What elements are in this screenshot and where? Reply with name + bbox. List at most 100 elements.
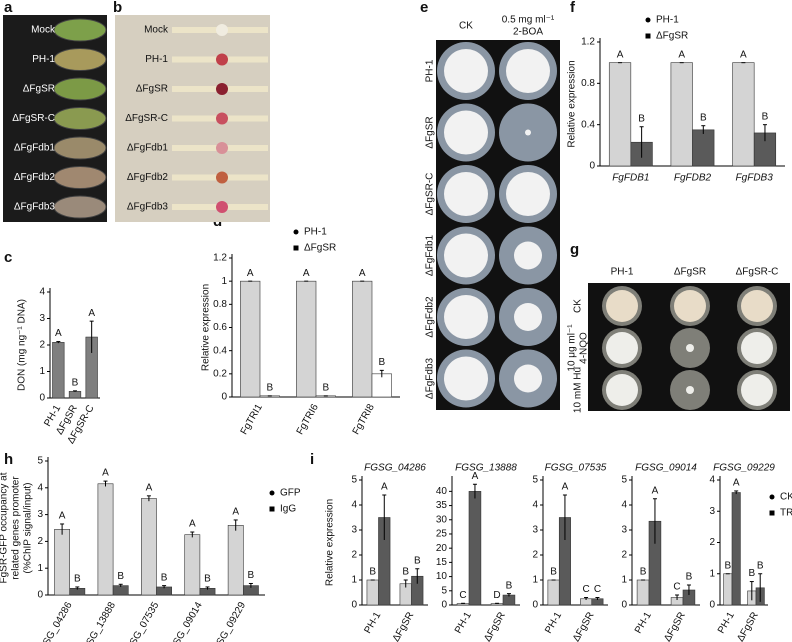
y-tick-label: 2	[709, 537, 715, 548]
colony	[606, 374, 638, 406]
colony	[525, 129, 531, 136]
y-tick-label: 0.6	[213, 322, 227, 333]
colony	[444, 110, 488, 155]
y-tick-label: 2	[37, 536, 43, 547]
x-tick-label: FgTRI1	[239, 402, 265, 437]
legend-label: ΔFgSR	[656, 31, 688, 42]
significance-letter: B	[369, 567, 376, 578]
legend-marker	[645, 33, 651, 39]
panel-letter: f	[570, 0, 576, 16]
row-label: PH-1	[425, 59, 436, 82]
significance-letter: A	[472, 471, 479, 482]
bar	[112, 585, 129, 596]
row-label: PH-1	[145, 54, 168, 65]
colony	[506, 172, 550, 216]
colony	[444, 172, 488, 216]
significance-letter: A	[652, 485, 659, 496]
bar	[352, 280, 373, 398]
y-tick-label: 4	[621, 500, 627, 511]
significance-letter: B	[724, 560, 731, 571]
x-tick-label: ΔFgSR	[482, 610, 508, 642]
bar	[732, 62, 755, 167]
x-tick-label: FGSG_09229	[208, 600, 249, 642]
bar	[184, 534, 201, 596]
x-tick-label: FGSG_07535	[121, 600, 162, 642]
y-tick-label: 2	[532, 550, 538, 561]
spike	[53, 77, 107, 101]
significance-letter: A	[678, 49, 685, 60]
bar	[240, 280, 261, 398]
legend-marker	[269, 506, 275, 512]
chart-title: FGSG_07535	[545, 463, 607, 474]
y-tick-label: 4	[351, 500, 357, 511]
y-tick-label: 1	[37, 563, 43, 574]
y-tick-label: 35	[436, 500, 448, 511]
column-label: 0.5 mg ml⁻¹	[502, 15, 555, 26]
y-tick-label: 1	[532, 575, 538, 586]
row-label: ΔFgSR-C	[425, 173, 436, 216]
y-tick-label: 0	[351, 600, 357, 611]
y-tick-label: 0.2	[213, 368, 227, 379]
chart-title: FGSG_09014	[635, 463, 697, 474]
lesion	[216, 112, 228, 125]
y-tick-label: 3	[621, 525, 627, 536]
significance-letter: A	[102, 468, 109, 479]
significance-letter: A	[55, 328, 62, 339]
row-label: ΔFgSR-C	[12, 113, 55, 124]
bar	[296, 280, 317, 398]
legend-label: TR	[780, 508, 792, 519]
significance-letter: A	[189, 519, 196, 530]
y-tick-label: 1	[351, 575, 357, 586]
significance-letter: D	[493, 590, 500, 601]
legend-marker	[293, 229, 299, 235]
lesion	[216, 201, 228, 213]
bar	[366, 579, 379, 606]
colony	[444, 356, 488, 401]
panel-letter: e	[420, 0, 428, 16]
spike	[53, 136, 107, 160]
colony	[514, 241, 542, 270]
significance-letter: A	[303, 268, 310, 279]
significance-letter: A	[562, 482, 569, 493]
significance-letter: A	[740, 49, 747, 60]
panel-letter: a	[4, 0, 13, 16]
significance-letter: A	[359, 268, 366, 279]
y-tick-label: 2	[621, 550, 627, 561]
x-tick-label: ΔFgSR	[662, 610, 688, 642]
spike	[53, 166, 107, 189]
x-tick-label: PH-1	[362, 610, 383, 636]
legend-label: PH-1	[304, 227, 327, 238]
bar	[141, 498, 157, 596]
y-tick-label: 25	[436, 529, 448, 540]
significance-letter: B	[506, 580, 513, 591]
colony	[606, 332, 638, 364]
legend-marker	[269, 490, 275, 496]
lesion	[216, 24, 228, 36]
significance-letter: A	[381, 482, 388, 493]
y-tick-label: 15	[436, 557, 448, 568]
colony	[506, 49, 550, 93]
y-tick-label: 4	[37, 482, 43, 493]
bar	[468, 491, 482, 606]
y-tick-label: 1.2	[213, 253, 227, 264]
column-label: PH-1	[611, 267, 634, 278]
photo	[436, 40, 560, 410]
x-tick-label: FgFDB3	[736, 173, 774, 184]
significance-letter: B	[204, 574, 211, 585]
row-label: ΔFgFdb3	[127, 202, 169, 213]
x-tick-label: FGSG_04286	[34, 600, 75, 642]
colony	[444, 233, 488, 278]
y-axis-label: Relative expression	[325, 499, 336, 586]
y-tick-label: 4	[532, 500, 538, 511]
colony	[444, 49, 488, 93]
legend-label: GFP	[280, 488, 301, 499]
column-label: 2-BOA	[513, 27, 543, 38]
row-label: ΔFgFdb1	[127, 143, 169, 154]
colony	[444, 295, 488, 339]
y-tick-label: 5	[532, 475, 538, 486]
y-axis-label: Relative expression	[567, 60, 578, 147]
bar	[227, 525, 244, 596]
y-tick-label: 1	[39, 366, 45, 377]
bar	[723, 573, 733, 606]
